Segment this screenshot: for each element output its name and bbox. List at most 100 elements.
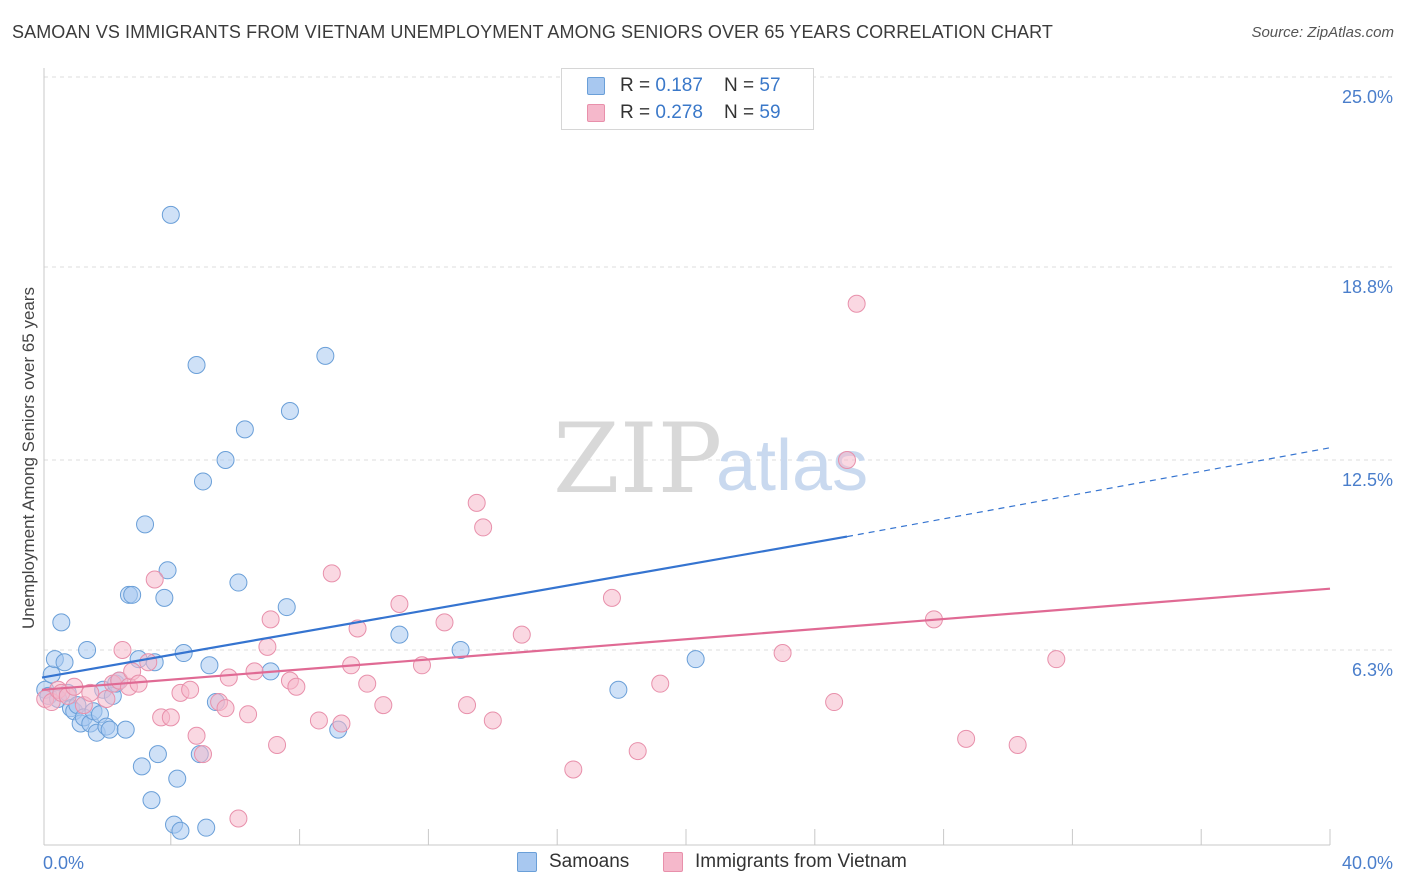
samoans-swatch [587, 77, 605, 95]
vietnam-points [36, 294, 1066, 828]
vietnam-point [181, 680, 200, 699]
correlation-legend: R = 0.187 N = 57 R = 0.278 N = 59 [561, 68, 814, 130]
samoan-point [187, 356, 206, 375]
vietnam-point [261, 610, 280, 629]
vietnam-point [838, 451, 856, 469]
vietnam-point [81, 683, 100, 702]
samoans-legend-label: Samoans [549, 851, 630, 872]
samoan-point [194, 472, 212, 491]
vietnam-point [390, 595, 409, 614]
vietnam-point [1008, 735, 1027, 754]
vietnam-point [268, 735, 287, 754]
vietnam-point [1047, 650, 1066, 669]
samoan-point [229, 573, 248, 592]
vietnam-legend-label: Immigrants from Vietnam [695, 851, 907, 872]
vietnam-point [239, 705, 258, 724]
y-axis-label: Unemployment Among Seniors over 65 years [19, 287, 38, 629]
samoan-point [316, 346, 335, 365]
samoan-point [197, 818, 216, 837]
samoans-n-value: 57 [759, 75, 781, 96]
samoan-point [116, 720, 135, 739]
samoan-point [168, 769, 187, 788]
vietnam-legend-swatch [663, 852, 683, 872]
r-label: R = [620, 75, 656, 96]
axes [43, 68, 1331, 846]
watermark-zip: ZIP [553, 403, 722, 515]
samoan-point [451, 640, 470, 659]
vietnam-point [194, 745, 212, 764]
gridlines [44, 76, 1394, 651]
samoan-point [280, 401, 299, 420]
vietnam-point [332, 714, 351, 733]
chart-title: SAMOAN VS IMMIGRANTS FROM VIETNAM UNEMPL… [12, 22, 1054, 42]
vietnam-point [348, 619, 367, 638]
vietnam-point [216, 699, 235, 718]
vietnam-point [957, 729, 976, 748]
vietnam-point [97, 689, 116, 708]
y-tick-labels: 6.3% 12.5% 18.8% 25.0% [1342, 87, 1393, 680]
vietnam-point [435, 613, 454, 632]
samoan-point [171, 821, 190, 840]
y-tick-label: 6.3% [1352, 660, 1393, 680]
series-legend: Samoans Immigrants from Vietnam [0, 851, 1406, 879]
vietnam-point [219, 668, 238, 687]
n-label: N = [724, 75, 760, 96]
samoans-legend-swatch [517, 852, 537, 872]
vietnam-n-value: 59 [759, 102, 781, 123]
samoan-point [390, 625, 409, 644]
watermark: ZIP atlas [553, 403, 868, 515]
chart-source: Source: ZipAtlas.com [1251, 24, 1394, 41]
samoan-point [155, 588, 174, 607]
legend-item-samoans[interactable]: Samoans [517, 851, 629, 873]
samoans-trend-extension [846, 447, 1331, 538]
vietnam-point [322, 564, 341, 583]
vietnam-point [139, 653, 158, 672]
vietnam-point [358, 674, 377, 693]
x-tick-max: 40.0% [1342, 853, 1393, 873]
vietnam-point [483, 711, 502, 730]
samoans-trend-line [41, 535, 848, 679]
vietnam-point [474, 518, 493, 537]
samoan-point [123, 585, 142, 604]
vietnam-point [258, 637, 277, 656]
vietnam-point [187, 726, 206, 745]
samoan-point [136, 515, 155, 534]
samoan-point [686, 650, 705, 669]
samoan-point [158, 561, 177, 580]
vietnam-swatch [587, 104, 605, 122]
samoans-points [36, 205, 705, 840]
samoan-point [52, 613, 71, 632]
vietnam-point [651, 674, 670, 693]
vietnam-point [458, 696, 477, 715]
samoan-point [55, 653, 74, 672]
legend-item-vietnam[interactable]: Immigrants from Vietnam [663, 851, 907, 873]
samoan-point [277, 598, 296, 617]
vietnam-point [245, 662, 264, 681]
vietnam-point [145, 570, 164, 589]
vietnam-trend-line [41, 587, 1331, 691]
vietnam-point [847, 294, 866, 313]
samoan-point [235, 420, 254, 439]
vietnam-point [374, 696, 393, 715]
vietnam-point [825, 693, 844, 712]
trend-lines [41, 447, 1331, 691]
samoan-point [216, 451, 235, 469]
vietnam-r-value: 0.278 [655, 102, 703, 123]
vietnam-point [773, 644, 792, 663]
samoan-point [609, 680, 628, 699]
samoan-point [100, 720, 119, 739]
vietnam-point [309, 711, 328, 730]
samoan-point [200, 656, 219, 675]
vietnam-point [161, 708, 180, 727]
vietnam-point [287, 677, 306, 696]
vietnam-point [564, 760, 583, 779]
vietnam-point [512, 625, 531, 644]
samoan-point [78, 640, 97, 659]
y-tick-label: 25.0% [1342, 87, 1393, 107]
vietnam-point [229, 809, 248, 828]
samoan-point [148, 745, 167, 764]
x-tick-min: 0.0% [43, 853, 84, 873]
vietnam-point [628, 742, 647, 761]
y-tick-label: 18.8% [1342, 277, 1393, 297]
